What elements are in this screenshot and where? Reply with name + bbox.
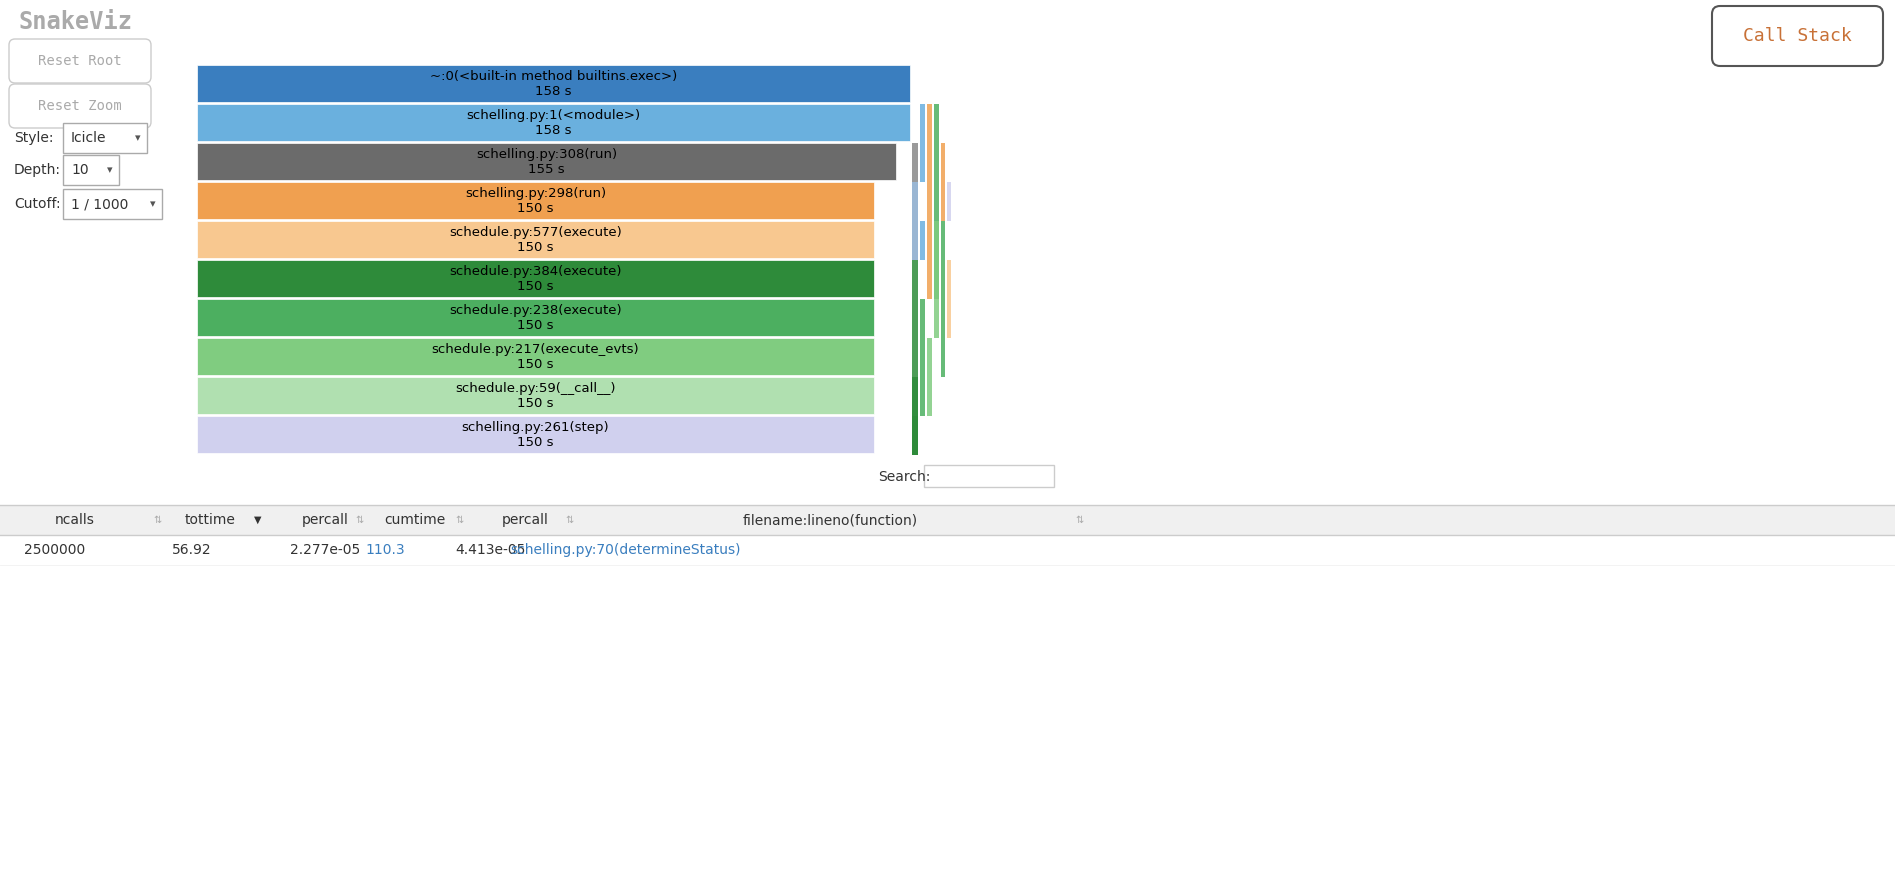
Text: ⇅: ⇅ bbox=[153, 515, 163, 525]
Text: 158 s: 158 s bbox=[534, 124, 572, 137]
Bar bbox=[197, 377, 874, 414]
FancyBboxPatch shape bbox=[1711, 6, 1884, 66]
Bar bbox=[197, 299, 874, 336]
Text: ⇅: ⇅ bbox=[1076, 515, 1084, 525]
Text: SnakeViz: SnakeViz bbox=[17, 10, 133, 34]
Bar bbox=[911, 143, 917, 182]
Text: 4.413e-05: 4.413e-05 bbox=[455, 543, 525, 557]
Bar bbox=[911, 416, 917, 455]
Bar bbox=[919, 104, 925, 182]
Bar bbox=[197, 416, 874, 453]
Text: filename:lineno(function): filename:lineno(function) bbox=[743, 513, 917, 527]
Text: schelling.py:308(run): schelling.py:308(run) bbox=[476, 148, 618, 161]
Bar bbox=[197, 338, 874, 375]
FancyBboxPatch shape bbox=[63, 155, 119, 185]
Text: ▼: ▼ bbox=[254, 515, 262, 525]
Bar bbox=[911, 260, 917, 455]
Text: 110.3: 110.3 bbox=[366, 543, 406, 557]
Text: cumtime: cumtime bbox=[385, 513, 445, 527]
Text: 150 s: 150 s bbox=[517, 358, 553, 371]
Text: tottime: tottime bbox=[184, 513, 235, 527]
Text: schedule.py:577(execute): schedule.py:577(execute) bbox=[449, 226, 622, 239]
Text: 150 s: 150 s bbox=[517, 241, 553, 254]
Text: ▾: ▾ bbox=[135, 133, 140, 143]
Text: Search:: Search: bbox=[877, 470, 930, 484]
Text: 2500000: 2500000 bbox=[25, 543, 85, 557]
Text: schedule.py:384(execute): schedule.py:384(execute) bbox=[449, 265, 622, 278]
Text: ncalls: ncalls bbox=[55, 513, 95, 527]
Text: 2.277e-05: 2.277e-05 bbox=[290, 543, 360, 557]
Bar bbox=[197, 221, 874, 258]
Text: schelling.py:70(determineStatus): schelling.py:70(determineStatus) bbox=[512, 543, 741, 557]
Text: 150 s: 150 s bbox=[517, 280, 553, 293]
Bar bbox=[927, 221, 932, 299]
Bar bbox=[948, 260, 951, 338]
Text: Reset Root: Reset Root bbox=[38, 54, 121, 68]
FancyBboxPatch shape bbox=[63, 123, 148, 153]
Text: ▾: ▾ bbox=[106, 165, 112, 175]
Bar bbox=[934, 104, 940, 299]
Text: ▾: ▾ bbox=[150, 199, 155, 209]
Text: schelling.py:1(<module>): schelling.py:1(<module>) bbox=[466, 109, 641, 122]
Text: 56.92: 56.92 bbox=[172, 543, 212, 557]
Text: Depth:: Depth: bbox=[13, 163, 61, 177]
Text: ~:0(<built-in method builtins.exec>): ~:0(<built-in method builtins.exec>) bbox=[430, 70, 677, 83]
Bar bbox=[911, 377, 917, 455]
Text: percall: percall bbox=[301, 513, 349, 527]
Bar bbox=[934, 221, 940, 338]
Text: 1 / 1000: 1 / 1000 bbox=[70, 197, 129, 211]
Bar bbox=[948, 182, 951, 221]
Text: ⇅: ⇅ bbox=[356, 515, 364, 525]
Bar bbox=[919, 221, 925, 260]
Bar bbox=[911, 65, 991, 455]
Bar bbox=[197, 104, 910, 141]
FancyBboxPatch shape bbox=[63, 189, 161, 219]
Bar bbox=[942, 221, 946, 377]
Bar bbox=[197, 260, 874, 297]
Text: Reset Zoom: Reset Zoom bbox=[38, 99, 121, 113]
Bar bbox=[197, 143, 896, 180]
Text: ⇅: ⇅ bbox=[457, 515, 464, 525]
Bar bbox=[197, 182, 874, 219]
Bar bbox=[942, 143, 946, 221]
Bar bbox=[925, 465, 1054, 487]
Text: 10: 10 bbox=[70, 163, 89, 177]
Bar bbox=[0, 505, 1895, 535]
Bar bbox=[0, 535, 1895, 565]
Text: 155 s: 155 s bbox=[529, 163, 565, 176]
FancyBboxPatch shape bbox=[9, 84, 152, 128]
Text: percall: percall bbox=[502, 513, 548, 527]
Text: Style:: Style: bbox=[13, 131, 53, 145]
Text: Call Stack: Call Stack bbox=[1743, 27, 1851, 45]
Text: Cutoff:: Cutoff: bbox=[13, 197, 61, 211]
Text: 150 s: 150 s bbox=[517, 436, 553, 449]
Text: schedule.py:238(execute): schedule.py:238(execute) bbox=[449, 304, 622, 317]
Bar bbox=[911, 182, 917, 260]
Text: schelling.py:298(run): schelling.py:298(run) bbox=[464, 187, 606, 200]
Text: 150 s: 150 s bbox=[517, 319, 553, 332]
Text: 158 s: 158 s bbox=[534, 85, 572, 98]
Bar bbox=[919, 299, 925, 416]
Text: ⇅: ⇅ bbox=[567, 515, 574, 525]
Text: Icicle: Icicle bbox=[70, 131, 106, 145]
FancyBboxPatch shape bbox=[9, 39, 152, 83]
Text: 150 s: 150 s bbox=[517, 397, 553, 410]
Text: schedule.py:217(execute_evts): schedule.py:217(execute_evts) bbox=[432, 343, 639, 356]
Bar bbox=[197, 65, 910, 102]
Bar bbox=[927, 338, 932, 416]
Text: schelling.py:261(step): schelling.py:261(step) bbox=[462, 421, 610, 434]
Text: 150 s: 150 s bbox=[517, 202, 553, 215]
Bar bbox=[927, 104, 932, 221]
Text: schedule.py:59(__call__): schedule.py:59(__call__) bbox=[455, 382, 616, 395]
